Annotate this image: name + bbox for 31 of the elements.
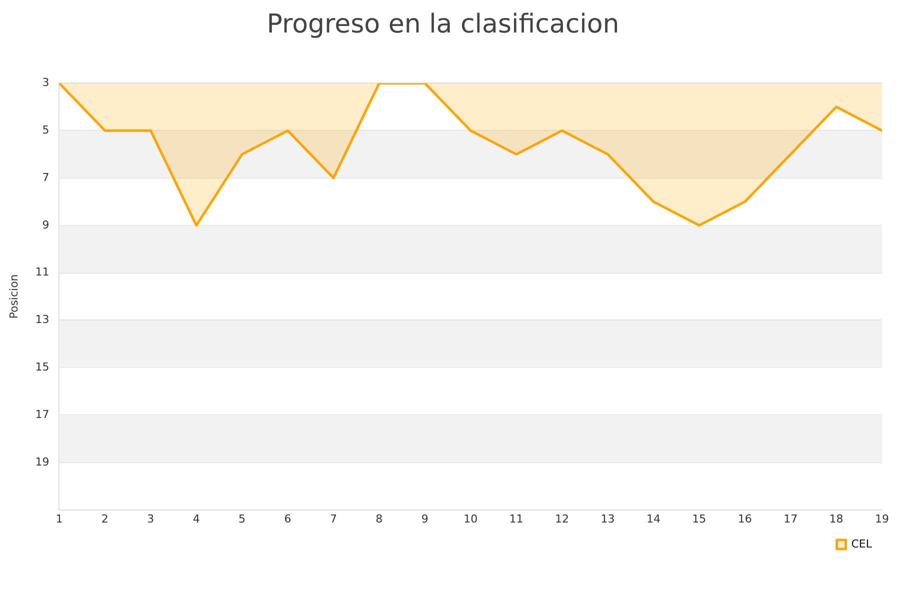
y-tick-label: 9 (42, 218, 50, 232)
chart-title: Progreso en la clasificacion (266, 9, 620, 40)
x-tick-label: 12 (555, 512, 570, 526)
x-tick-label: 8 (376, 512, 383, 526)
x-tick-label: 15 (692, 512, 706, 526)
y-tick-label: 15 (35, 360, 50, 374)
x-tick-label: 19 (875, 512, 889, 526)
y-tick-label: 3 (42, 76, 50, 90)
x-tick-label: 16 (738, 512, 752, 526)
legend-label: CEL (851, 537, 873, 550)
x-tick-label: 3 (147, 512, 154, 526)
x-tick-label: 2 (101, 512, 108, 526)
x-tick-label: 1 (56, 512, 63, 526)
y-tick-label: 17 (35, 408, 50, 421)
x-tick-label: 5 (238, 512, 246, 526)
x-tick-label: 4 (192, 512, 200, 526)
x-tick-label: 17 (784, 512, 798, 526)
x-tick-label: 6 (284, 512, 292, 526)
x-tick-label: 9 (421, 512, 428, 526)
x-tick-label: 10 (464, 512, 478, 526)
x-tick-label: 14 (646, 512, 660, 526)
y-tick-label: 5 (42, 123, 50, 136)
y-tick-label: 7 (42, 170, 50, 184)
y-tick-label: 19 (35, 455, 50, 468)
x-tick-label: 11 (509, 512, 524, 526)
y-tick-label: 11 (35, 266, 50, 279)
y-tick-label: 13 (35, 313, 50, 326)
x-tick-label: 18 (829, 512, 844, 526)
y-axis-title: Posicion (7, 274, 20, 319)
x-tick-label: 7 (330, 512, 337, 526)
x-tick-label: 13 (600, 512, 615, 526)
